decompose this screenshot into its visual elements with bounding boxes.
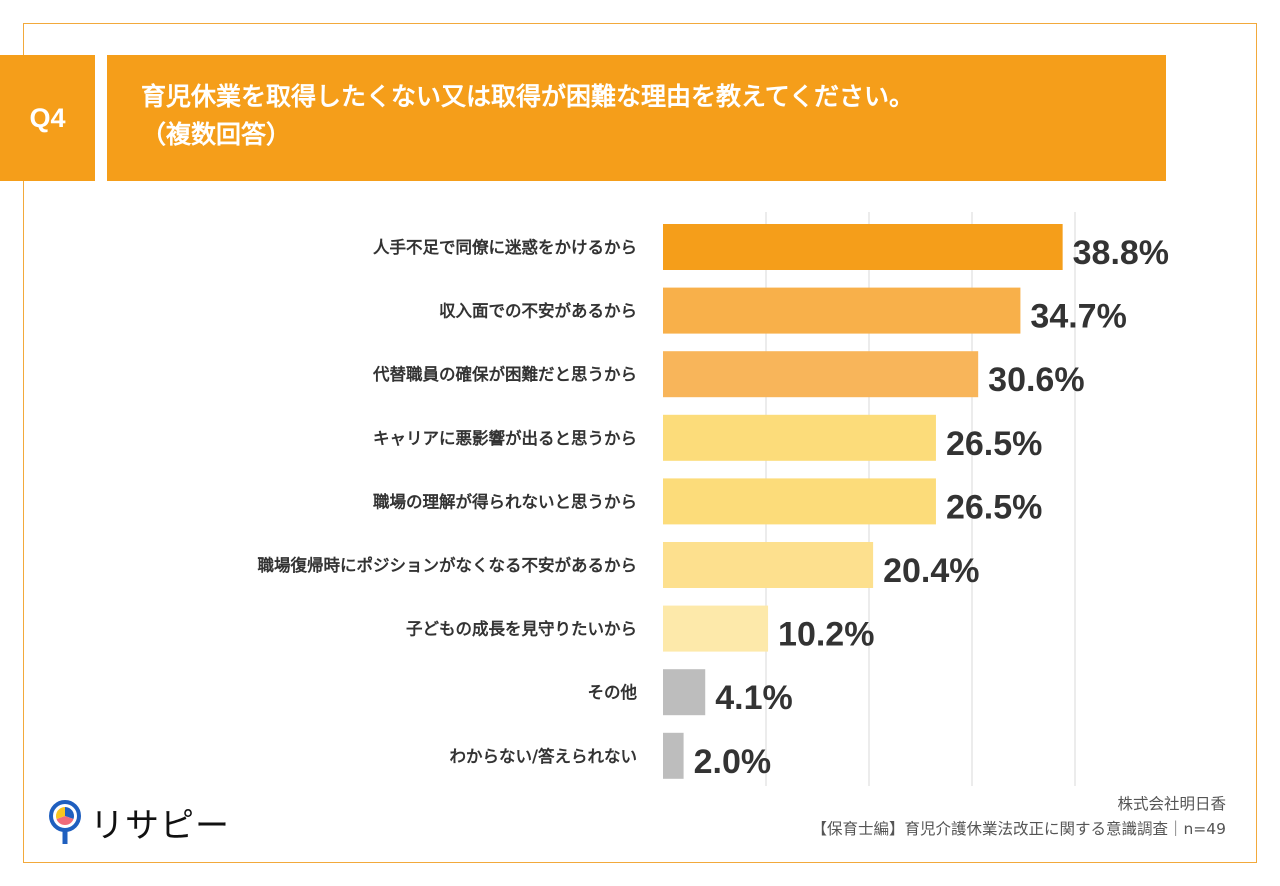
value-label: 34.7% xyxy=(1030,298,1126,336)
bar xyxy=(663,351,979,398)
question-number-badge: Q4 xyxy=(0,55,95,181)
bar xyxy=(663,542,874,588)
category-label: 職場の理解が得られないと思うから xyxy=(373,491,637,511)
bar xyxy=(663,224,1063,270)
category-label: 人手不足で同僚に迷惑をかけるから xyxy=(373,237,637,257)
category-label: 子どもの成長を見守りたいから xyxy=(406,619,637,639)
bar xyxy=(663,414,936,461)
question-title: 育児休業を取得したくない又は取得が困難な理由を教えてください。 xyxy=(141,82,915,111)
bar xyxy=(663,478,936,525)
bar xyxy=(663,732,684,779)
bar xyxy=(663,669,706,716)
outer-frame xyxy=(23,23,1257,863)
category-label: 職場復帰時にポジションがなくなる不安があるから xyxy=(258,555,638,575)
value-label: 10.2% xyxy=(778,616,874,654)
category-label: 収入面での不安があるから xyxy=(439,301,637,321)
risapi-logo-icon xyxy=(49,799,81,844)
question-title-box: 育児休業を取得したくない又は取得が困難な理由を教えてください。 （複数回答） xyxy=(107,55,1166,181)
category-label: その他 xyxy=(588,682,638,702)
logo: リサピー xyxy=(48,798,230,847)
value-label: 4.1% xyxy=(715,679,793,717)
footer: 株式会社明日香 【保育士編】育児介護休業法改正に関する意識調査｜n=49 xyxy=(811,792,1226,842)
footer-company: 株式会社明日香 xyxy=(1117,795,1226,813)
bar xyxy=(663,605,769,652)
value-label: 26.5% xyxy=(946,425,1042,463)
category-label: キャリアに悪影響が出ると思うから xyxy=(373,428,637,448)
category-label: 代替職員の確保が困難だと思うから xyxy=(372,364,637,384)
bar xyxy=(663,287,1021,334)
question-number: Q4 xyxy=(29,102,66,133)
value-label: 30.6% xyxy=(988,361,1084,399)
value-label: 26.5% xyxy=(946,488,1042,526)
value-label: 20.4% xyxy=(883,552,979,590)
logo-text: リサピー xyxy=(90,806,230,846)
value-label: 2.0% xyxy=(694,743,772,781)
question-subtitle: （複数回答） xyxy=(141,120,292,149)
category-label: わからない/答えられない xyxy=(449,746,637,766)
footer-survey: 【保育士編】育児介護休業法改正に関する意識調査｜n=49 xyxy=(811,820,1226,838)
value-label: 38.8% xyxy=(1073,234,1169,272)
